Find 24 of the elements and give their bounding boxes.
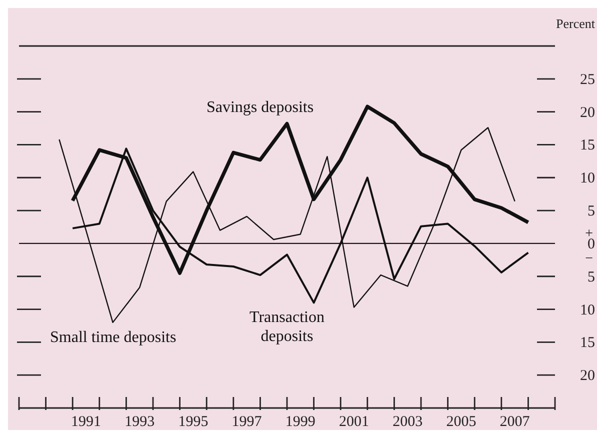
y-tick-label: 20 [580, 368, 595, 384]
series-label: Savings deposits [206, 99, 314, 116]
y-axis-title: Percent [556, 16, 595, 32]
y-tick-label: 10 [580, 170, 595, 187]
x-tick-label: 1995 [178, 414, 208, 430]
y-tick-label: 0 [588, 236, 595, 252]
y-tick-label: 10 [580, 302, 595, 318]
y-tick-label: 5 [588, 269, 595, 286]
y-tick-label: 15 [580, 138, 595, 154]
x-tick-label: 1993 [124, 414, 155, 430]
y-tick-label: 15 [580, 335, 595, 352]
x-tick-label: 1997 [232, 414, 262, 430]
x-tick-label: 2007 [500, 414, 530, 430]
x-tick-label: 1999 [285, 414, 316, 430]
text: − [585, 251, 594, 266]
x-tick-label: 2005 [446, 414, 476, 430]
y-tick-label: 25 [580, 72, 595, 88]
x-tick-label: 1991 [71, 414, 101, 430]
x-tick-label: 2003 [392, 414, 423, 430]
series-label: Small time deposits [50, 329, 176, 346]
x-tick-label: 2001 [339, 414, 369, 430]
y-tick-label: 20 [580, 104, 595, 121]
series-label: Transaction deposits [250, 309, 324, 345]
y-tick-label: 5 [588, 204, 595, 220]
